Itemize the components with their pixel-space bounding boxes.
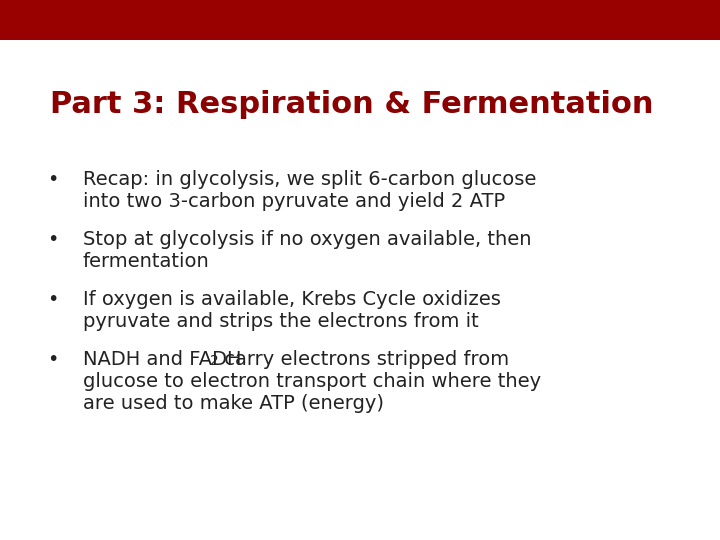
Text: fermentation: fermentation xyxy=(83,252,210,271)
Text: glucose to electron transport chain where they: glucose to electron transport chain wher… xyxy=(83,372,541,391)
Text: Part 3: Respiration & Fermentation: Part 3: Respiration & Fermentation xyxy=(50,90,654,119)
Text: •: • xyxy=(47,230,58,249)
Text: University of Southern California: University of Southern California xyxy=(12,14,244,28)
Text: Stop at glycolysis if no oxygen available, then: Stop at glycolysis if no oxygen availabl… xyxy=(83,230,531,249)
Text: Recap: in glycolysis, we split 6-carbon glucose: Recap: in glycolysis, we split 6-carbon … xyxy=(83,170,536,189)
Text: •: • xyxy=(47,170,58,189)
Text: pyruvate and strips the electrons from it: pyruvate and strips the electrons from i… xyxy=(83,312,479,331)
Text: USC: USC xyxy=(661,12,696,28)
Text: 2: 2 xyxy=(210,354,219,368)
Text: If oxygen is available, Krebs Cycle oxidizes: If oxygen is available, Krebs Cycle oxid… xyxy=(83,290,500,309)
Text: •: • xyxy=(47,290,58,309)
Text: into two 3-carbon pyruvate and yield 2 ATP: into two 3-carbon pyruvate and yield 2 A… xyxy=(83,192,505,211)
Text: NADH and FADH: NADH and FADH xyxy=(83,350,241,369)
Text: •: • xyxy=(47,350,58,369)
Text: are used to make ATP (energy): are used to make ATP (energy) xyxy=(83,394,384,413)
Text: carry electrons stripped from: carry electrons stripped from xyxy=(218,350,509,369)
